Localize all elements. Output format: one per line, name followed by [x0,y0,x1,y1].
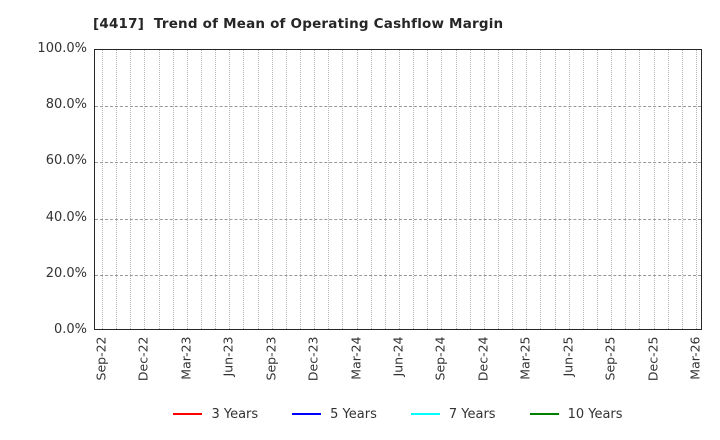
legend-line-swatch [529,412,559,416]
x-gridline [172,50,174,329]
legend-line-swatch [410,412,440,416]
plot-area [94,49,702,330]
x-tick-label: Mar-26 [687,336,703,380]
x-gridline [639,50,641,329]
x-gridline [611,50,613,329]
x-gridline [186,50,188,329]
x-gridline [370,50,372,329]
x-tick-label: Mar-25 [517,336,533,380]
x-gridline [681,50,683,329]
legend: 3 Years 5 Years 7 Years 10 Years [94,404,702,424]
x-gridline [427,50,429,329]
x-gridline [441,50,443,329]
x-gridline [483,50,485,329]
y-tick-label: 0.0% [53,322,87,337]
x-tick-label: Sep-25 [602,336,618,381]
x-gridline [144,50,146,329]
x-gridline [399,50,400,329]
y-gridline [95,218,701,220]
x-gridline [667,50,669,329]
y-tick-label: 60.0% [45,153,87,169]
x-gridline [653,50,655,329]
y-gridline [95,106,701,108]
x-tick-label: Dec-22 [135,336,151,382]
x-gridline [455,50,457,329]
legend-label: 3 Years [211,406,259,422]
x-tick-label: Dec-25 [645,336,661,382]
y-gridline [95,274,701,276]
legend-label: 7 Years [448,406,496,422]
legend-item: 10 Years [529,406,623,422]
legend-item: 7 Years [410,406,496,422]
legend-label: 5 Years [330,406,377,422]
x-gridline [300,50,301,329]
x-tick-label: Jun-23 [220,336,236,377]
x-tick-label: Sep-22 [93,336,109,381]
x-tick-label: Mar-23 [178,336,194,380]
y-tick-label: 80.0% [45,97,87,113]
x-gridline [285,50,287,329]
legend-label: 10 Years [567,406,623,422]
y-gridline [95,162,701,164]
x-gridline [328,50,330,329]
x-gridline [540,50,542,329]
x-tick-label: Sep-24 [432,336,448,381]
x-gridline [568,50,570,329]
x-gridline [257,50,259,329]
x-gridline [498,50,499,329]
x-gridline [554,50,556,329]
x-tick-label: Jun-24 [390,336,406,377]
x-gridline [271,50,273,329]
x-gridline [314,50,316,329]
x-gridline [625,50,627,329]
chart-title: [4417] Trend of Mean of Operating Cashfl… [93,16,504,32]
x-gridline [342,50,344,329]
y-tick-label: 100.0% [37,41,87,56]
x-gridline [356,50,358,329]
legend-item: 3 Years [173,407,258,422]
legend-line-swatch [292,412,322,416]
x-gridline [243,50,245,329]
x-tick-label: Dec-23 [305,336,321,382]
y-tick-label: 20.0% [45,265,87,281]
x-gridline [413,50,415,329]
x-tick-label: Mar-24 [348,336,364,380]
legend-line-swatch [173,412,203,416]
x-tick-label: Sep-23 [263,336,279,381]
x-gridline [116,50,118,329]
x-gridline [130,50,132,329]
y-tick-label: 40.0% [45,209,87,225]
x-gridline [469,50,471,329]
x-gridline [526,50,528,329]
x-tick-label: Jun-25 [560,336,576,377]
x-gridline [582,50,584,329]
x-gridline [696,50,697,329]
x-gridline [384,50,386,329]
legend-item: 5 Years [292,407,377,422]
x-gridline [158,50,160,329]
x-gridline [597,50,598,329]
x-gridline [512,50,514,329]
x-gridline [215,50,217,329]
x-gridline [229,50,231,329]
x-tick-label: Dec-24 [475,336,491,382]
x-gridline [201,50,202,329]
x-gridline [102,50,103,329]
